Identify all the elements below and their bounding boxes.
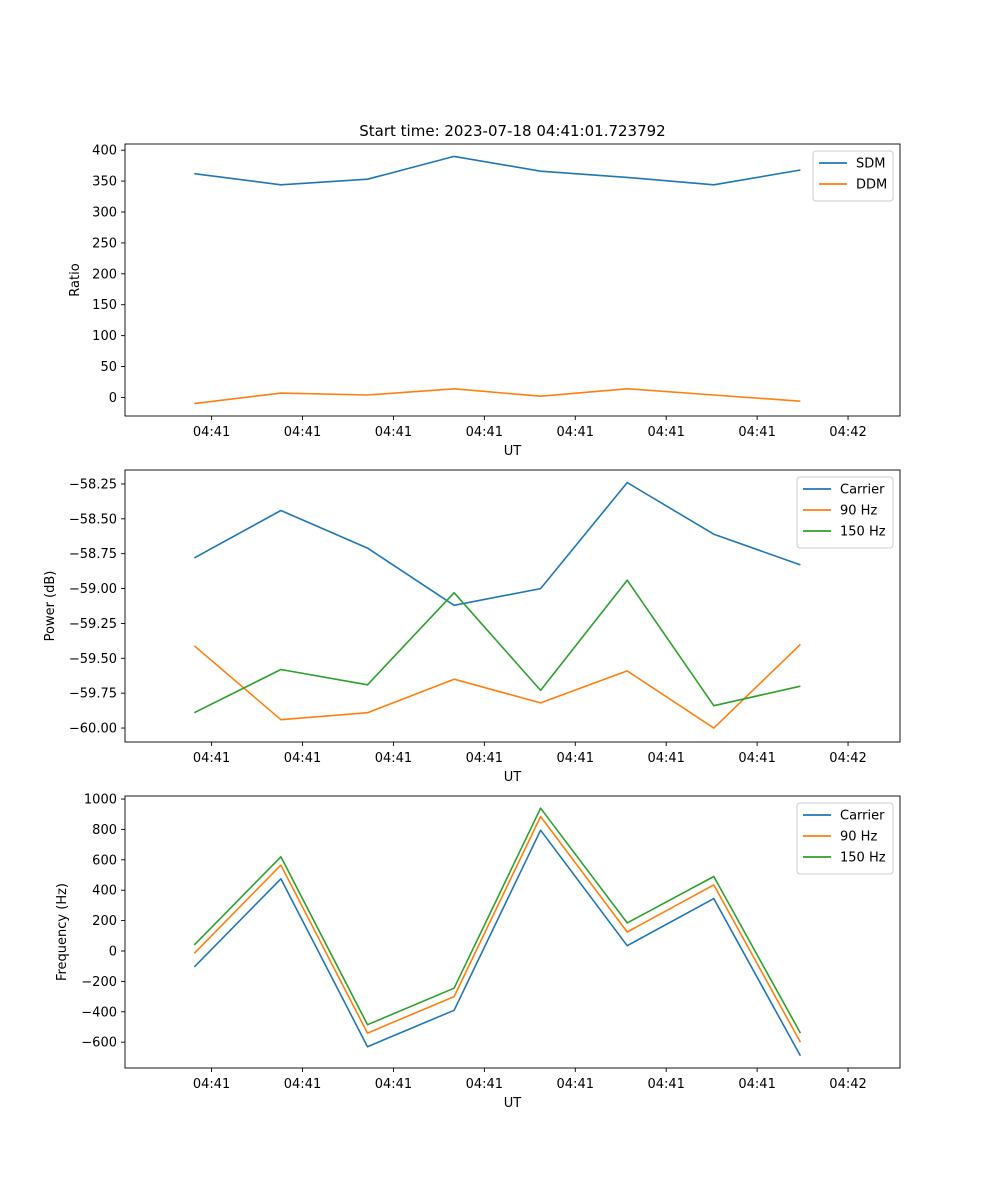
- x-tick-label: 04:41: [738, 751, 775, 766]
- y-tick-label: 150: [92, 298, 117, 313]
- y-tick-label: 200: [92, 914, 117, 929]
- series-line-carrier: [193, 829, 802, 1057]
- legend: Carrier 90 Hz 150 Hz: [796, 802, 894, 875]
- panel-3: −600 −400 −200 0 200 400 600 800 1000 04:41 04:41 0…: [55, 793, 901, 1111]
- y-axis-label: Frequency (Hz): [55, 883, 70, 981]
- y-tick-label: −58.25: [69, 477, 117, 492]
- y-tick-label: −60.00: [69, 722, 117, 737]
- panel-2: −60.00 −59.75 −59.50 −59.25 −59.00 −58.75 −58.…: [43, 469, 901, 785]
- axes-frame: [124, 469, 901, 743]
- legend: SDM DDM: [812, 150, 894, 202]
- y-tick-label: −59.25: [69, 617, 117, 632]
- x-tick-label: 04:41: [375, 425, 412, 440]
- x-axis-label: UT: [504, 444, 522, 459]
- y-tick-label: −59.75: [69, 687, 117, 702]
- x-tick-label: 04:41: [193, 751, 230, 766]
- x-tick-label: 04:41: [557, 1077, 594, 1092]
- y-tick-label: 800: [92, 823, 117, 838]
- series-line-ddm: [194, 387, 801, 405]
- y-tick-label: 350: [92, 175, 117, 190]
- y-tick-label: −58.75: [69, 547, 117, 562]
- y-tick-label: 400: [92, 144, 117, 159]
- x-tick-label: 04:41: [284, 1077, 321, 1092]
- legend-label: DDM: [856, 178, 887, 193]
- y-tick-label: −400: [81, 1005, 117, 1020]
- y-tick-label: −59.50: [69, 652, 117, 667]
- x-tick-label: 04:41: [557, 751, 594, 766]
- y-tick-label: −200: [81, 975, 117, 990]
- x-tick-label: 04:41: [466, 425, 503, 440]
- legend: Carrier 90 Hz 150 Hz: [796, 476, 894, 549]
- y-tick-label: −600: [81, 1036, 117, 1051]
- series-line-90-hz: [193, 815, 802, 1043]
- legend-label: 150 Hz: [840, 851, 886, 866]
- y-tick-label: 100: [92, 329, 117, 344]
- x-tick-label: 04:41: [375, 751, 412, 766]
- x-tick-label: 04:41: [557, 425, 594, 440]
- y-tick-label: 600: [92, 853, 117, 868]
- y-tick-label: 0: [109, 944, 117, 959]
- legend-label: Carrier: [840, 483, 885, 498]
- y-tick-label: 0: [109, 391, 117, 406]
- x-tick-label: 04:41: [375, 1077, 412, 1092]
- series-line-150-hz: [193, 807, 802, 1034]
- x-tick-label: 04:41: [466, 1077, 503, 1092]
- x-tick-label: 04:41: [738, 425, 775, 440]
- x-tick-label: 04:41: [193, 1077, 230, 1092]
- y-tick-label: 250: [92, 236, 117, 251]
- x-tick-label: 04:42: [829, 751, 866, 766]
- series-line-carrier: [193, 481, 801, 607]
- y-tick-label: 1000: [84, 793, 117, 808]
- x-axis-label: UT: [504, 770, 522, 785]
- x-tick-label: 04:41: [647, 1077, 684, 1092]
- legend-label: 90 Hz: [840, 504, 877, 519]
- y-tick-label: 300: [92, 206, 117, 221]
- x-tick-label: 04:41: [466, 751, 503, 766]
- x-tick-label: 04:42: [829, 425, 866, 440]
- x-tick-label: 04:41: [738, 1077, 775, 1092]
- axes-frame: [124, 795, 901, 1069]
- panel-1: 0 50 100 150 200 250 300 350 400 04:41 04:41 04:41 0…: [68, 143, 901, 459]
- legend-label: SDM: [856, 157, 885, 172]
- series-line-90-hz: [193, 643, 801, 729]
- x-axis-label: UT: [504, 1096, 522, 1111]
- series-line-150-hz: [193, 579, 801, 714]
- x-tick-label: 04:41: [284, 425, 321, 440]
- y-tick-label: 50: [100, 360, 117, 375]
- y-tick-label: −58.50: [69, 512, 117, 527]
- legend-label: 150 Hz: [840, 525, 886, 540]
- y-axis-label: Power (dB): [43, 571, 58, 642]
- legend-label: Carrier: [840, 809, 885, 824]
- x-tick-label: 04:41: [647, 751, 684, 766]
- series-line-sdm: [194, 155, 801, 186]
- x-tick-label: 04:42: [829, 1077, 866, 1092]
- x-tick-label: 04:41: [284, 751, 321, 766]
- y-tick-label: 400: [92, 884, 117, 899]
- legend-label: 90 Hz: [840, 830, 877, 845]
- x-tick-label: 04:41: [647, 425, 684, 440]
- y-axis-label: Ratio: [68, 263, 83, 296]
- x-tick-label: 04:41: [193, 425, 230, 440]
- figure-title: Start time: 2023-07-18 04:41:01.723792: [359, 122, 665, 140]
- axes-frame: [124, 143, 901, 417]
- y-tick-label: −59.00: [69, 582, 117, 597]
- y-tick-label: 200: [92, 267, 117, 282]
